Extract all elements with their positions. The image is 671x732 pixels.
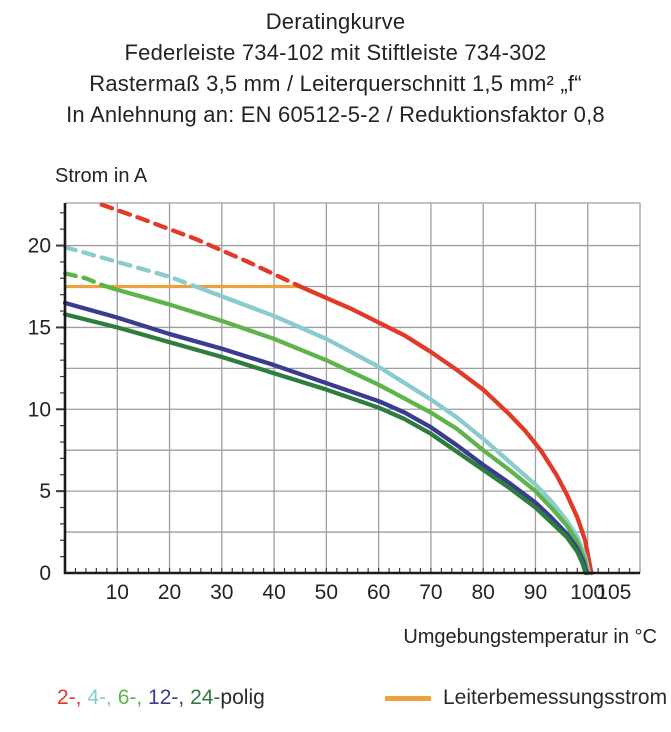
x-tick-label: 10 bbox=[106, 581, 129, 604]
y-tick-label: 5 bbox=[39, 480, 51, 503]
legend-pole-segment: 4-, bbox=[87, 686, 118, 709]
x-tick-label: 70 bbox=[419, 581, 442, 604]
series-dashed-4-polig bbox=[62, 245, 198, 289]
reference-line-swatch bbox=[385, 695, 431, 701]
legend-pole-segment: 2-, bbox=[57, 686, 88, 709]
legend-pole-segment: polig bbox=[220, 686, 265, 709]
chart-title-line-1: Deratingkurve bbox=[265, 9, 406, 34]
y-axis-label: Strom in A bbox=[55, 165, 148, 187]
legend-pole-segment: 12-, bbox=[148, 686, 191, 709]
x-tick-label: 60 bbox=[367, 581, 390, 604]
x-tick-label: 80 bbox=[472, 581, 495, 604]
chart-title-line-2: Federleiste 734-102 mit Stiftleiste 734-… bbox=[124, 40, 547, 65]
legend-reference: Leiterbemessungsstrom bbox=[385, 686, 667, 710]
x-tick-label: 20 bbox=[158, 581, 181, 604]
series-4-polig bbox=[193, 284, 591, 576]
chart-title-line-4: In Anlehnung an: EN 60512-5-2 / Reduktio… bbox=[66, 102, 605, 127]
series-dashed-6-polig bbox=[62, 271, 104, 288]
x-tick-label: 40 bbox=[262, 581, 285, 604]
y-tick-label: 0 bbox=[39, 562, 51, 585]
series-24-polig bbox=[62, 312, 588, 576]
legend-pole-segment: 6-, bbox=[117, 686, 149, 709]
legend-reference-label: Leiterbemessungsstrom bbox=[443, 686, 668, 709]
legend-poles: 2-, 4-, 6-, 12-, 24-polig bbox=[57, 686, 265, 710]
series-2-polig bbox=[298, 284, 594, 576]
y-tick-label: 15 bbox=[28, 316, 51, 339]
x-axis-label: Umgebungstemperatur in °C bbox=[403, 626, 657, 648]
x-tick-label: 50 bbox=[315, 581, 338, 604]
legend-pole-segment: 24- bbox=[190, 686, 221, 709]
y-tick-label: 10 bbox=[28, 398, 51, 421]
series-6-polig bbox=[99, 282, 590, 576]
x-tick-label: 90 bbox=[524, 581, 547, 604]
chart-title-block: Deratingkurve Federleiste 734-102 mit St… bbox=[0, 6, 671, 130]
x-tick-label: 105 bbox=[596, 581, 631, 604]
x-tick-label: 30 bbox=[210, 581, 233, 604]
series-dashed-2-polig bbox=[99, 202, 303, 289]
y-tick-label: 20 bbox=[28, 235, 51, 258]
x-tick-label: 100 bbox=[570, 581, 605, 604]
chart-title-line-3: Rastermaß 3,5 mm / Leiterquerschnitt 1,5… bbox=[89, 71, 582, 96]
